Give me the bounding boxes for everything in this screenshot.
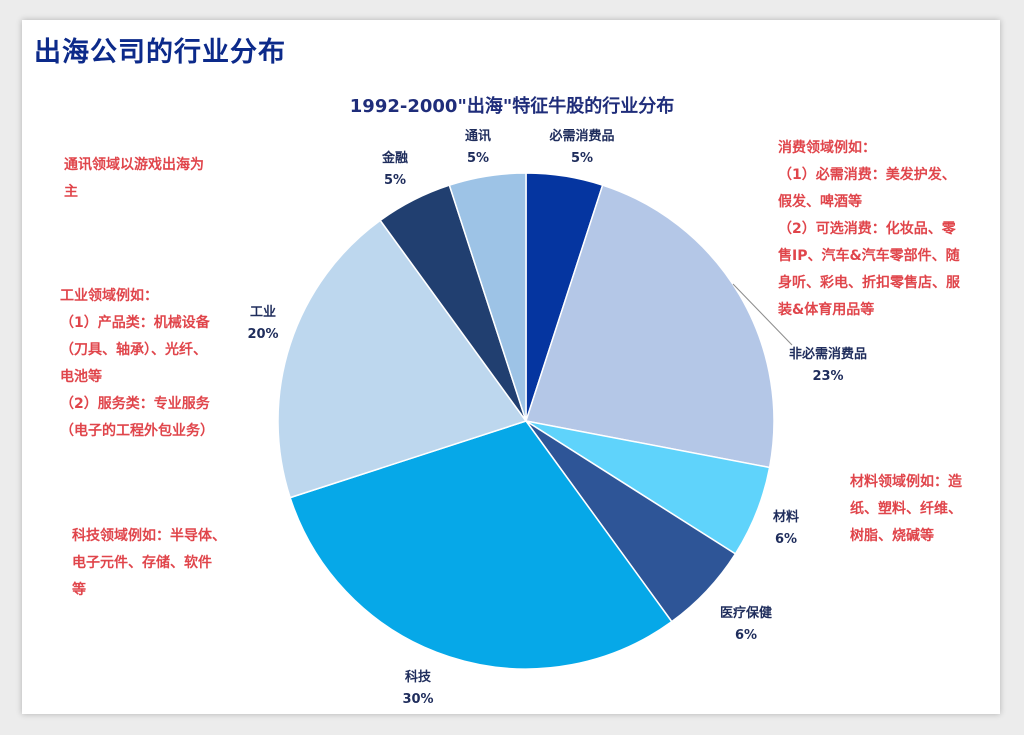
note-consumer-line: 假发、啤酒等 <box>778 194 862 210</box>
note-consumer-line: （1）必需消费：美发护发、 <box>778 167 956 183</box>
note-tech-line: 科技领域例如：半导体、 <box>72 528 226 544</box>
slice-category-label: 工业 <box>250 304 276 320</box>
chart-title: 1992-2000"出海"特征牛股的行业分布 <box>349 96 675 117</box>
pie-slice <box>289 420 673 670</box>
note-tech: 科技领域例如：半导体、 电子元件、存储、软件 等 <box>72 523 282 604</box>
slice-percent-label: 6% <box>775 532 797 547</box>
note-consumer-line: 消费领域例如： <box>778 140 876 156</box>
slice-category-label: 材料 <box>773 509 799 525</box>
slice-percent-label: 5% <box>571 151 593 166</box>
note-industry-line: 工业领域例如： <box>60 288 158 304</box>
slice-category-label: 医疗保健 <box>720 605 772 621</box>
note-industry-line: 电池等 <box>60 369 102 385</box>
note-materials-line: 材料领域例如：造 <box>850 474 962 490</box>
note-consumer: 消费领域例如： （1）必需消费：美发护发、 假发、啤酒等 （2）可选消费：化妆品… <box>778 135 993 324</box>
slice-percent-label: 23% <box>812 369 843 384</box>
pie-slice <box>525 184 775 469</box>
note-materials: 材料领域例如：造 纸、塑料、纤维、 树脂、烧碱等 <box>850 469 990 550</box>
slice-category-label: 通讯 <box>465 128 491 144</box>
slice-percent-label: 5% <box>467 151 489 166</box>
note-telecom-line: 主 <box>64 184 78 200</box>
note-tech-line: 电子元件、存储、软件 <box>72 555 212 571</box>
slice-percent-label: 6% <box>735 628 757 643</box>
slice-category-label: 金融 <box>381 150 408 166</box>
page-title: 出海公司的行业分布 <box>34 37 286 68</box>
note-telecom: 通讯领域以游戏出海为 主 <box>64 152 264 206</box>
note-industry-line: （电子的工程外包业务） <box>60 423 214 439</box>
note-materials-line: 树脂、烧碱等 <box>850 528 934 544</box>
slice-percent-label: 30% <box>402 692 433 707</box>
note-industry-line: （1）产品类：机械设备 <box>60 315 210 331</box>
slice-category-label: 非必需消费品 <box>789 346 867 362</box>
slice-category-label: 必需消费品 <box>548 128 614 144</box>
note-consumer-line: 身听、彩电、折扣零售店、服 <box>778 275 960 291</box>
slice-category-label: 科技 <box>405 669 432 685</box>
note-industry: 工业领域例如： （1）产品类：机械设备 （刀具、轴承）、光纤、 电池等 （2）服… <box>60 283 280 445</box>
note-industry-line: （刀具、轴承）、光纤、 <box>60 342 207 358</box>
pie-slice <box>448 172 527 422</box>
note-telecom-line: 通讯领域以游戏出海为 <box>64 157 204 173</box>
note-consumer-line: 售IP、汽车&汽车零部件、随 <box>778 248 960 264</box>
leader-line <box>732 283 793 346</box>
slice-percent-label: 20% <box>247 327 278 342</box>
note-consumer-line: 装&体育用品等 <box>778 302 875 318</box>
note-materials-line: 纸、塑料、纤维、 <box>850 501 962 517</box>
note-industry-line: （2）服务类：专业服务 <box>60 396 210 412</box>
note-tech-line: 等 <box>72 582 86 598</box>
note-consumer-line: （2）可选消费：化妆品、零 <box>778 221 956 237</box>
pie-slice <box>277 219 528 499</box>
slice-percent-label: 5% <box>384 173 406 188</box>
